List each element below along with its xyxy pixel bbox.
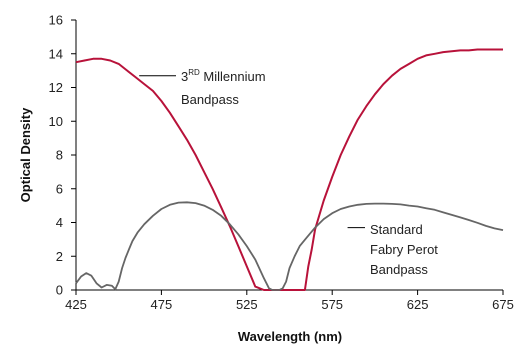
x-axis-title: Wavelength (nm) bbox=[238, 329, 342, 344]
fabry-annotation-line1: Standard bbox=[370, 222, 423, 237]
fabry-annotation-line3: Bandpass bbox=[370, 262, 428, 277]
y-tick-label: 6 bbox=[56, 181, 63, 196]
annotations: 3RD Millennium Bandpass Standard Fabry P… bbox=[139, 68, 438, 277]
y-tick-label: 0 bbox=[56, 283, 63, 298]
y-axis-title: Optical Density bbox=[18, 107, 33, 202]
fabry-annotation-line2: Fabry Perot bbox=[370, 242, 438, 257]
y-tick-label: 12 bbox=[49, 80, 63, 95]
y-tick-label: 10 bbox=[49, 114, 63, 129]
millennium-annotation-line2: Bandpass bbox=[181, 92, 239, 107]
y-tick-label: 8 bbox=[56, 148, 63, 163]
y-tick-label: 4 bbox=[56, 215, 63, 230]
fabry-series-line bbox=[75, 201, 504, 291]
y-tick-label: 16 bbox=[49, 13, 63, 28]
tick-labels: 0 2 4 6 8 10 12 14 16 425 475 525 575 625 675 bbox=[49, 13, 514, 313]
x-tick-label: 625 bbox=[407, 297, 429, 312]
axes bbox=[71, 19, 504, 295]
millennium-annotation-line1: 3RD Millennium bbox=[181, 68, 266, 84]
y-tick-label: 2 bbox=[56, 249, 63, 264]
x-tick-label: 425 bbox=[65, 297, 87, 312]
series-group bbox=[75, 48, 504, 291]
y-tick-label: 14 bbox=[49, 46, 63, 61]
x-tick-label: 675 bbox=[492, 297, 514, 312]
x-tick-label: 575 bbox=[321, 297, 343, 312]
x-tick-label: 475 bbox=[151, 297, 173, 312]
millennium-series-line bbox=[75, 48, 503, 291]
x-tick-label: 525 bbox=[236, 297, 258, 312]
